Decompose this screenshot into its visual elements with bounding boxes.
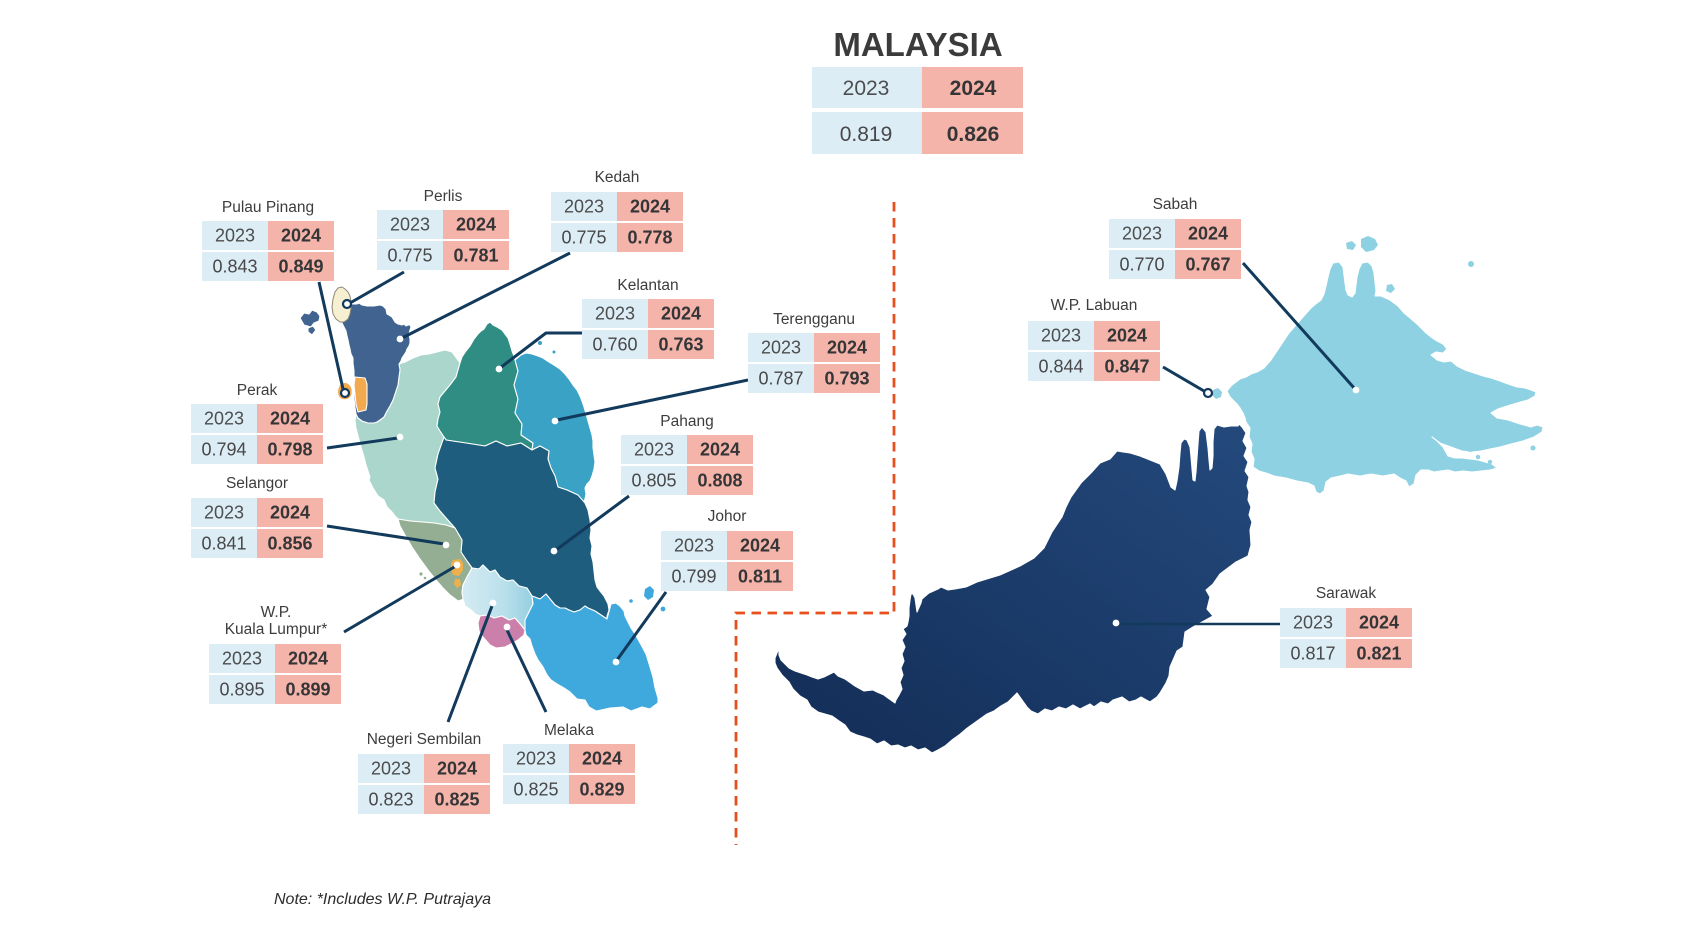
svg-text:2024: 2024 xyxy=(437,759,477,779)
svg-text:0.821: 0.821 xyxy=(1356,644,1401,664)
svg-text:2024: 2024 xyxy=(582,749,622,769)
svg-text:2024: 2024 xyxy=(1188,224,1228,244)
svg-text:Note: *Includes W.P. Putrajaya: Note: *Includes W.P. Putrajaya xyxy=(274,891,491,908)
svg-text:2023: 2023 xyxy=(215,226,255,246)
svg-text:2024: 2024 xyxy=(281,226,321,246)
svg-text:2023: 2023 xyxy=(595,304,635,324)
svg-text:2023: 2023 xyxy=(1122,224,1162,244)
svg-text:Melaka: Melaka xyxy=(544,722,594,739)
svg-text:2024: 2024 xyxy=(1107,326,1147,346)
svg-text:0.847: 0.847 xyxy=(1104,357,1149,377)
svg-text:Kelantan: Kelantan xyxy=(617,277,678,294)
svg-text:2023: 2023 xyxy=(390,215,430,235)
svg-text:0.819: 0.819 xyxy=(840,123,893,146)
svg-text:2024: 2024 xyxy=(950,77,997,100)
svg-text:2023: 2023 xyxy=(1041,326,1081,346)
svg-text:Selangor: Selangor xyxy=(226,475,288,492)
svg-text:2024: 2024 xyxy=(630,197,670,217)
svg-text:MALAYSIA: MALAYSIA xyxy=(833,26,1002,63)
svg-text:2024: 2024 xyxy=(700,440,740,460)
svg-text:0.805: 0.805 xyxy=(631,471,676,491)
svg-text:0.843: 0.843 xyxy=(212,257,257,277)
svg-text:0.798: 0.798 xyxy=(267,440,312,460)
svg-text:2024: 2024 xyxy=(661,304,701,324)
svg-text:Kedah: Kedah xyxy=(595,169,640,186)
svg-text:0.763: 0.763 xyxy=(658,335,703,355)
svg-text:0.760: 0.760 xyxy=(592,335,637,355)
svg-text:0.899: 0.899 xyxy=(285,680,330,700)
svg-text:2023: 2023 xyxy=(674,536,714,556)
svg-text:Perak: Perak xyxy=(237,382,278,399)
svg-text:Sarawak: Sarawak xyxy=(1316,585,1377,602)
svg-text:W.P.: W.P. xyxy=(261,604,292,621)
svg-text:2023: 2023 xyxy=(634,440,674,460)
svg-text:0.826: 0.826 xyxy=(947,123,1000,146)
svg-text:0.825: 0.825 xyxy=(434,790,479,810)
svg-text:2023: 2023 xyxy=(1293,613,1333,633)
svg-text:2023: 2023 xyxy=(843,77,890,100)
svg-text:Sabah: Sabah xyxy=(1153,196,1198,213)
svg-text:Johor: Johor xyxy=(708,508,747,525)
svg-text:2023: 2023 xyxy=(761,338,801,358)
svg-text:0.844: 0.844 xyxy=(1038,357,1083,377)
svg-text:0.778: 0.778 xyxy=(627,228,672,248)
svg-text:0.770: 0.770 xyxy=(1119,255,1164,275)
svg-text:0.775: 0.775 xyxy=(387,246,432,266)
svg-text:0.787: 0.787 xyxy=(758,369,803,389)
svg-text:0.849: 0.849 xyxy=(278,257,323,277)
svg-text:0.775: 0.775 xyxy=(561,228,606,248)
svg-text:2024: 2024 xyxy=(456,215,496,235)
svg-text:Pahang: Pahang xyxy=(660,413,713,430)
svg-text:0.794: 0.794 xyxy=(201,440,246,460)
svg-text:2024: 2024 xyxy=(270,409,310,429)
svg-text:0.808: 0.808 xyxy=(697,471,742,491)
svg-text:2024: 2024 xyxy=(827,338,867,358)
svg-text:0.856: 0.856 xyxy=(267,534,312,554)
svg-text:Terengganu: Terengganu xyxy=(773,311,855,328)
svg-text:2024: 2024 xyxy=(1359,613,1399,633)
svg-text:0.895: 0.895 xyxy=(219,680,264,700)
svg-text:0.823: 0.823 xyxy=(368,790,413,810)
svg-text:2024: 2024 xyxy=(288,649,328,669)
svg-text:0.829: 0.829 xyxy=(579,780,624,800)
svg-text:2023: 2023 xyxy=(204,409,244,429)
svg-text:0.811: 0.811 xyxy=(738,567,782,587)
svg-text:2023: 2023 xyxy=(564,197,604,217)
svg-text:Perlis: Perlis xyxy=(424,188,463,205)
svg-text:0.781: 0.781 xyxy=(453,246,498,266)
svg-text:2023: 2023 xyxy=(371,759,411,779)
svg-text:0.817: 0.817 xyxy=(1290,644,1335,664)
svg-text:0.825: 0.825 xyxy=(513,780,558,800)
svg-text:2023: 2023 xyxy=(204,503,244,523)
svg-text:0.841: 0.841 xyxy=(201,534,246,554)
svg-text:0.767: 0.767 xyxy=(1185,255,1230,275)
svg-text:2023: 2023 xyxy=(516,749,556,769)
svg-text:2024: 2024 xyxy=(740,536,780,556)
svg-text:Negeri Sembilan: Negeri Sembilan xyxy=(367,731,482,748)
svg-text:W.P. Labuan: W.P. Labuan xyxy=(1051,297,1138,314)
svg-text:2024: 2024 xyxy=(270,503,310,523)
svg-text:Kuala Lumpur*: Kuala Lumpur* xyxy=(225,621,328,638)
svg-text:0.793: 0.793 xyxy=(824,369,869,389)
svg-text:Pulau Pinang: Pulau Pinang xyxy=(222,199,314,216)
svg-text:0.799: 0.799 xyxy=(671,567,716,587)
svg-text:2023: 2023 xyxy=(222,649,262,669)
